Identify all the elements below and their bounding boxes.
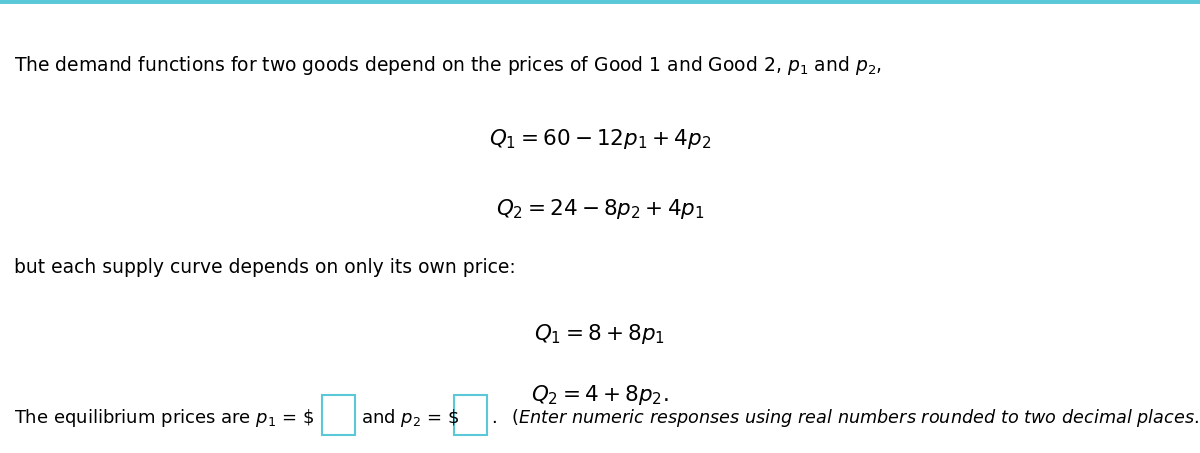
Text: $Q_1 = 8 + 8p_1$: $Q_1 = 8 + 8p_1$ — [534, 322, 666, 346]
Text: but each supply curve depends on only its own price:: but each supply curve depends on only it… — [14, 258, 516, 277]
FancyBboxPatch shape — [454, 395, 487, 435]
Text: $.$  $\it{(Enter\ numeric\ responses\ using\ real\ numbers\ rounded\ to\ two\ de: $.$ $\it{(Enter\ numeric\ responses\ usi… — [491, 407, 1200, 429]
Text: $Q_2 = 4 + 8p_2.$: $Q_2 = 4 + 8p_2.$ — [532, 383, 668, 407]
Text: The demand functions for two goods depend on the prices of Good 1 and Good 2, $p: The demand functions for two goods depen… — [14, 54, 882, 77]
Text: $Q_1 = 60 - 12p_1 + 4p_2$: $Q_1 = 60 - 12p_1 + 4p_2$ — [488, 127, 712, 151]
Text: The equilibrium prices are $p_1$ = $\$$: The equilibrium prices are $p_1$ = $\$$ — [14, 407, 314, 429]
FancyBboxPatch shape — [322, 395, 355, 435]
Text: $Q_2 = 24 - 8p_2 + 4p_1$: $Q_2 = 24 - 8p_2 + 4p_1$ — [496, 197, 704, 221]
Text: and $p_2$ = $\$$: and $p_2$ = $\$$ — [361, 407, 460, 429]
